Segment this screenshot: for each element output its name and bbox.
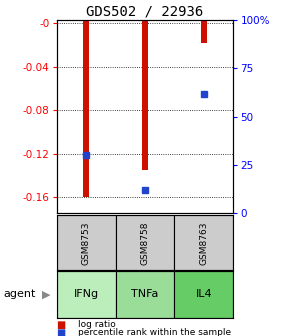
Text: GSM8763: GSM8763 [200,221,209,264]
Text: log ratio: log ratio [78,321,116,329]
Text: ▶: ▶ [42,289,51,299]
Text: agent: agent [3,289,35,299]
Text: IL4: IL4 [196,289,212,299]
Text: GSM8753: GSM8753 [81,221,90,264]
Text: percentile rank within the sample: percentile rank within the sample [78,328,231,336]
Text: GSM8758: GSM8758 [140,221,150,264]
Bar [57,271,115,318]
Bar [57,215,115,270]
Bar [201,20,207,43]
Bar [175,215,233,270]
Bar [142,20,148,170]
Title: GDS502 / 22936: GDS502 / 22936 [86,5,204,19]
Text: TNFa: TNFa [131,289,159,299]
Bar [175,271,233,318]
Bar [115,215,175,270]
Text: IFNg: IFNg [73,289,99,299]
Bar [83,20,89,197]
Bar [115,271,175,318]
Text: ■: ■ [57,328,66,336]
Text: ■: ■ [57,320,66,330]
